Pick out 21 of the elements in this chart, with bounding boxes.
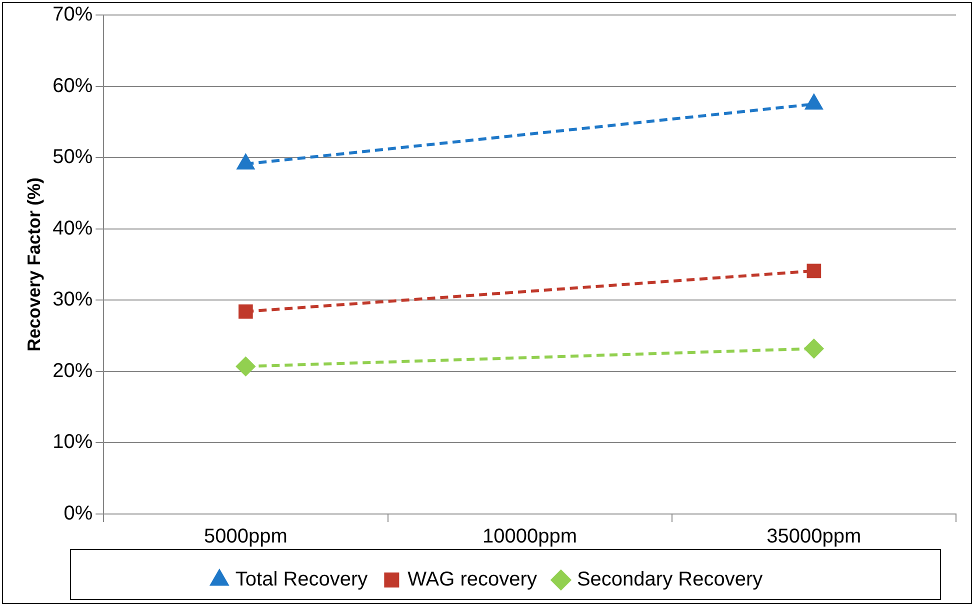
point <box>236 356 256 376</box>
x-tick-label: 5000ppm <box>204 526 288 548</box>
x-tick-label: 10000ppm <box>482 526 578 548</box>
legend-label: Secondary Recovery <box>576 568 763 591</box>
point <box>806 264 822 278</box>
point <box>237 154 254 170</box>
point <box>238 304 253 319</box>
y-axis-title: Recovery Factor (%) <box>24 177 44 352</box>
y-tick-label: 0% <box>64 502 93 525</box>
y-tick-label: 30% <box>52 288 93 311</box>
point <box>804 339 824 358</box>
y-tick-label: 70% <box>52 4 93 26</box>
y-tick-label: 50% <box>52 146 93 168</box>
y-tick-label: 40% <box>52 217 93 240</box>
y-tick-label: 10% <box>52 431 93 454</box>
legend-label: Total Recovery <box>235 568 368 591</box>
point <box>806 94 822 110</box>
y-tick-label: 20% <box>52 360 93 382</box>
x-tick-label: 35000ppm <box>766 526 862 548</box>
legend-label: WAG recovery <box>408 568 537 591</box>
y-tick-label: 60% <box>52 74 93 97</box>
